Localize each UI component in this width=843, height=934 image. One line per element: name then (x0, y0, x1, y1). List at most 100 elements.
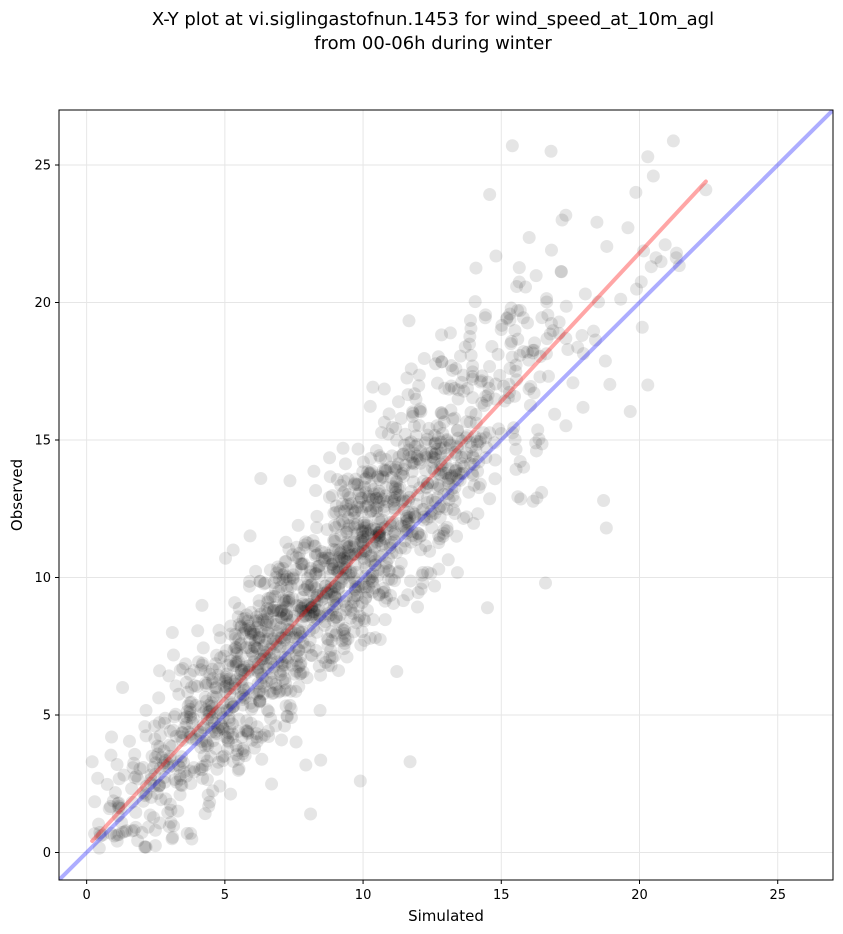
scatter-point (282, 542, 296, 556)
scatter-point (346, 591, 360, 605)
scatter-point (125, 824, 139, 838)
scatter-point (317, 554, 331, 568)
scatter-point (131, 772, 145, 786)
scatter-point (369, 444, 383, 458)
scatter-point (480, 441, 494, 455)
scatter-point (404, 535, 418, 549)
scatter-point (270, 566, 284, 580)
scatter-point (235, 675, 249, 689)
scatter-point (253, 693, 267, 707)
scatter-point (308, 546, 322, 560)
scatter-point (152, 716, 166, 730)
scatter-point (361, 465, 375, 479)
scatter-point (284, 579, 298, 593)
scatter-point (279, 699, 293, 713)
scatter-point (451, 392, 465, 406)
scatter-point (245, 733, 259, 747)
scatter-point (421, 476, 435, 490)
scatter-point (571, 340, 585, 354)
scatter-point (277, 633, 291, 647)
scatter-point (367, 487, 381, 501)
scatter-point (280, 608, 294, 622)
scatter-point (310, 594, 324, 608)
scatter-point (526, 343, 540, 357)
scatter-point (215, 750, 229, 764)
scatter-point (386, 528, 400, 542)
scatter-point (407, 510, 421, 524)
scatter-point (397, 438, 411, 452)
scatter-point (318, 546, 332, 560)
scatter-point (198, 690, 212, 704)
scatter-point (316, 650, 330, 664)
scatter-point (257, 638, 271, 652)
scatter-point (112, 772, 126, 786)
scatter-point (332, 561, 346, 575)
scatter-point (463, 329, 477, 343)
scatter-point (338, 554, 352, 568)
scatter-point (460, 429, 474, 443)
scatter-point (236, 688, 250, 702)
scatter-point (395, 494, 409, 508)
scatter-point (511, 303, 525, 317)
scatter-point (377, 564, 391, 578)
scatter-point (279, 676, 293, 690)
scatter-point (450, 424, 464, 438)
scatter-point (328, 535, 342, 549)
scatter-point (332, 554, 346, 568)
scatter-point (375, 513, 389, 527)
scatter-point (420, 512, 434, 526)
scatter-point (197, 721, 211, 735)
scatter-point (252, 594, 266, 608)
scatter-point (300, 580, 314, 594)
scatter-point (430, 376, 444, 390)
scatter-point (373, 632, 387, 646)
scatter-point (187, 765, 201, 779)
scatter-point (197, 706, 211, 720)
scatter-point (339, 589, 353, 603)
scatter-point (540, 292, 554, 306)
scatter-point (236, 747, 250, 761)
scatter-point (267, 647, 281, 661)
scatter-point (269, 570, 283, 584)
scatter-point (201, 676, 215, 690)
scatter-point (500, 311, 514, 325)
scatter-point (256, 652, 270, 666)
scatter-point (658, 238, 672, 252)
scatter-point (561, 343, 575, 357)
scatter-point (193, 762, 207, 776)
scatter-point (92, 841, 106, 855)
scatter-point (451, 423, 465, 437)
scatter-point (290, 654, 304, 668)
scatter-point (473, 375, 487, 389)
y-tick-label: 15 (34, 434, 51, 449)
scatter-point (372, 512, 386, 526)
scatter-point (348, 558, 362, 572)
scatter-point (394, 411, 408, 425)
scatter-point (270, 603, 284, 617)
scatter-point (417, 513, 431, 527)
scatter-point (238, 611, 252, 625)
scatter-point (180, 826, 194, 840)
scatter-point (371, 563, 385, 577)
scatter-point (242, 663, 256, 677)
scatter-point (464, 348, 478, 362)
scatter-point (263, 616, 277, 630)
scatter-point (483, 492, 497, 506)
scatter-point (175, 778, 189, 792)
scatter-point (368, 541, 382, 555)
scatter-point (351, 599, 365, 613)
scatter-point (160, 756, 174, 770)
scatter-point (385, 535, 399, 549)
scatter-point (274, 668, 288, 682)
scatter-point (298, 538, 312, 552)
x-tick-label: 0 (83, 888, 91, 903)
scatter-point (451, 441, 465, 455)
scatter-point (335, 634, 349, 648)
scatter-point (332, 614, 346, 628)
scatter-point (184, 826, 198, 840)
scatter-point (230, 647, 244, 661)
scatter-point (244, 627, 258, 641)
scatter-point (360, 471, 374, 485)
scatter-point (479, 389, 493, 403)
scatter-point (387, 501, 401, 515)
